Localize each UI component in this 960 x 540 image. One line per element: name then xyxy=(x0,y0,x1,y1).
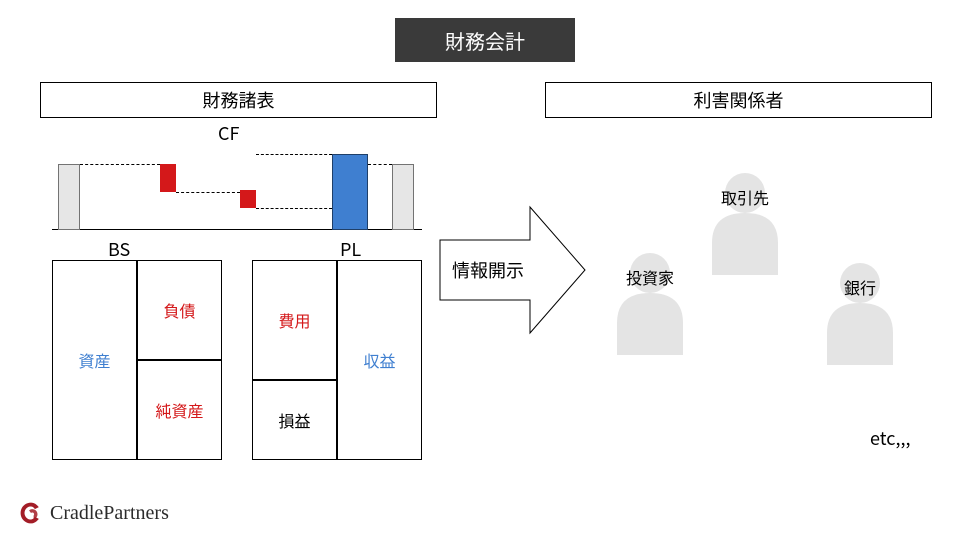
pl-expenses: 費用 xyxy=(252,260,337,380)
cf-connector xyxy=(256,154,332,155)
left-panel-header: 財務諸表 xyxy=(40,82,437,118)
etc-text: etc,,, xyxy=(870,425,910,451)
cf-connector xyxy=(176,192,240,193)
arrow-label: 情報開示 xyxy=(430,195,590,345)
disclosure-arrow: 情報開示 xyxy=(430,195,590,345)
pl-label: PL xyxy=(340,236,361,262)
bs-assets: 資産 xyxy=(52,260,137,460)
stakeholder-b: 投資家 xyxy=(605,245,695,355)
cf-bar-gray xyxy=(392,164,414,230)
stakeholder-label: 取引先 xyxy=(700,185,790,209)
cf-bar-gray xyxy=(58,164,80,230)
cf-red-bar xyxy=(240,190,256,208)
bs-label: BS xyxy=(108,236,130,262)
bspl-area: 資産負債純資産費用損益収益 xyxy=(52,260,422,460)
cf-connector xyxy=(368,164,392,165)
pl-revenue: 収益 xyxy=(337,260,422,460)
bs-equity: 純資産 xyxy=(137,360,222,460)
page-title-text: 財務会計 xyxy=(445,26,525,55)
cf-connector xyxy=(256,208,332,209)
page-title: 財務会計 xyxy=(395,18,575,62)
stakeholder-label: 投資家 xyxy=(605,265,695,289)
brand-logo-text: CradlePartners xyxy=(50,502,169,525)
stakeholder-label: 銀行 xyxy=(815,275,905,299)
bs-liabilities: 負債 xyxy=(137,260,222,360)
cf-red-bar xyxy=(160,164,176,192)
brand-logo: CradlePartners xyxy=(18,500,169,526)
stakeholder-a: 取引先 xyxy=(700,165,790,275)
brand-logo-icon xyxy=(18,500,44,526)
stakeholder-c: 銀行 xyxy=(815,255,905,365)
right-panel-header-text: 利害関係者 xyxy=(694,87,784,113)
left-panel-header-text: 財務諸表 xyxy=(203,87,275,113)
right-panel-header: 利害関係者 xyxy=(545,82,932,118)
cf-bar-blue xyxy=(332,154,368,230)
cf-connector xyxy=(80,164,160,165)
pl-profit: 損益 xyxy=(252,380,337,460)
cf-chart xyxy=(52,140,422,230)
